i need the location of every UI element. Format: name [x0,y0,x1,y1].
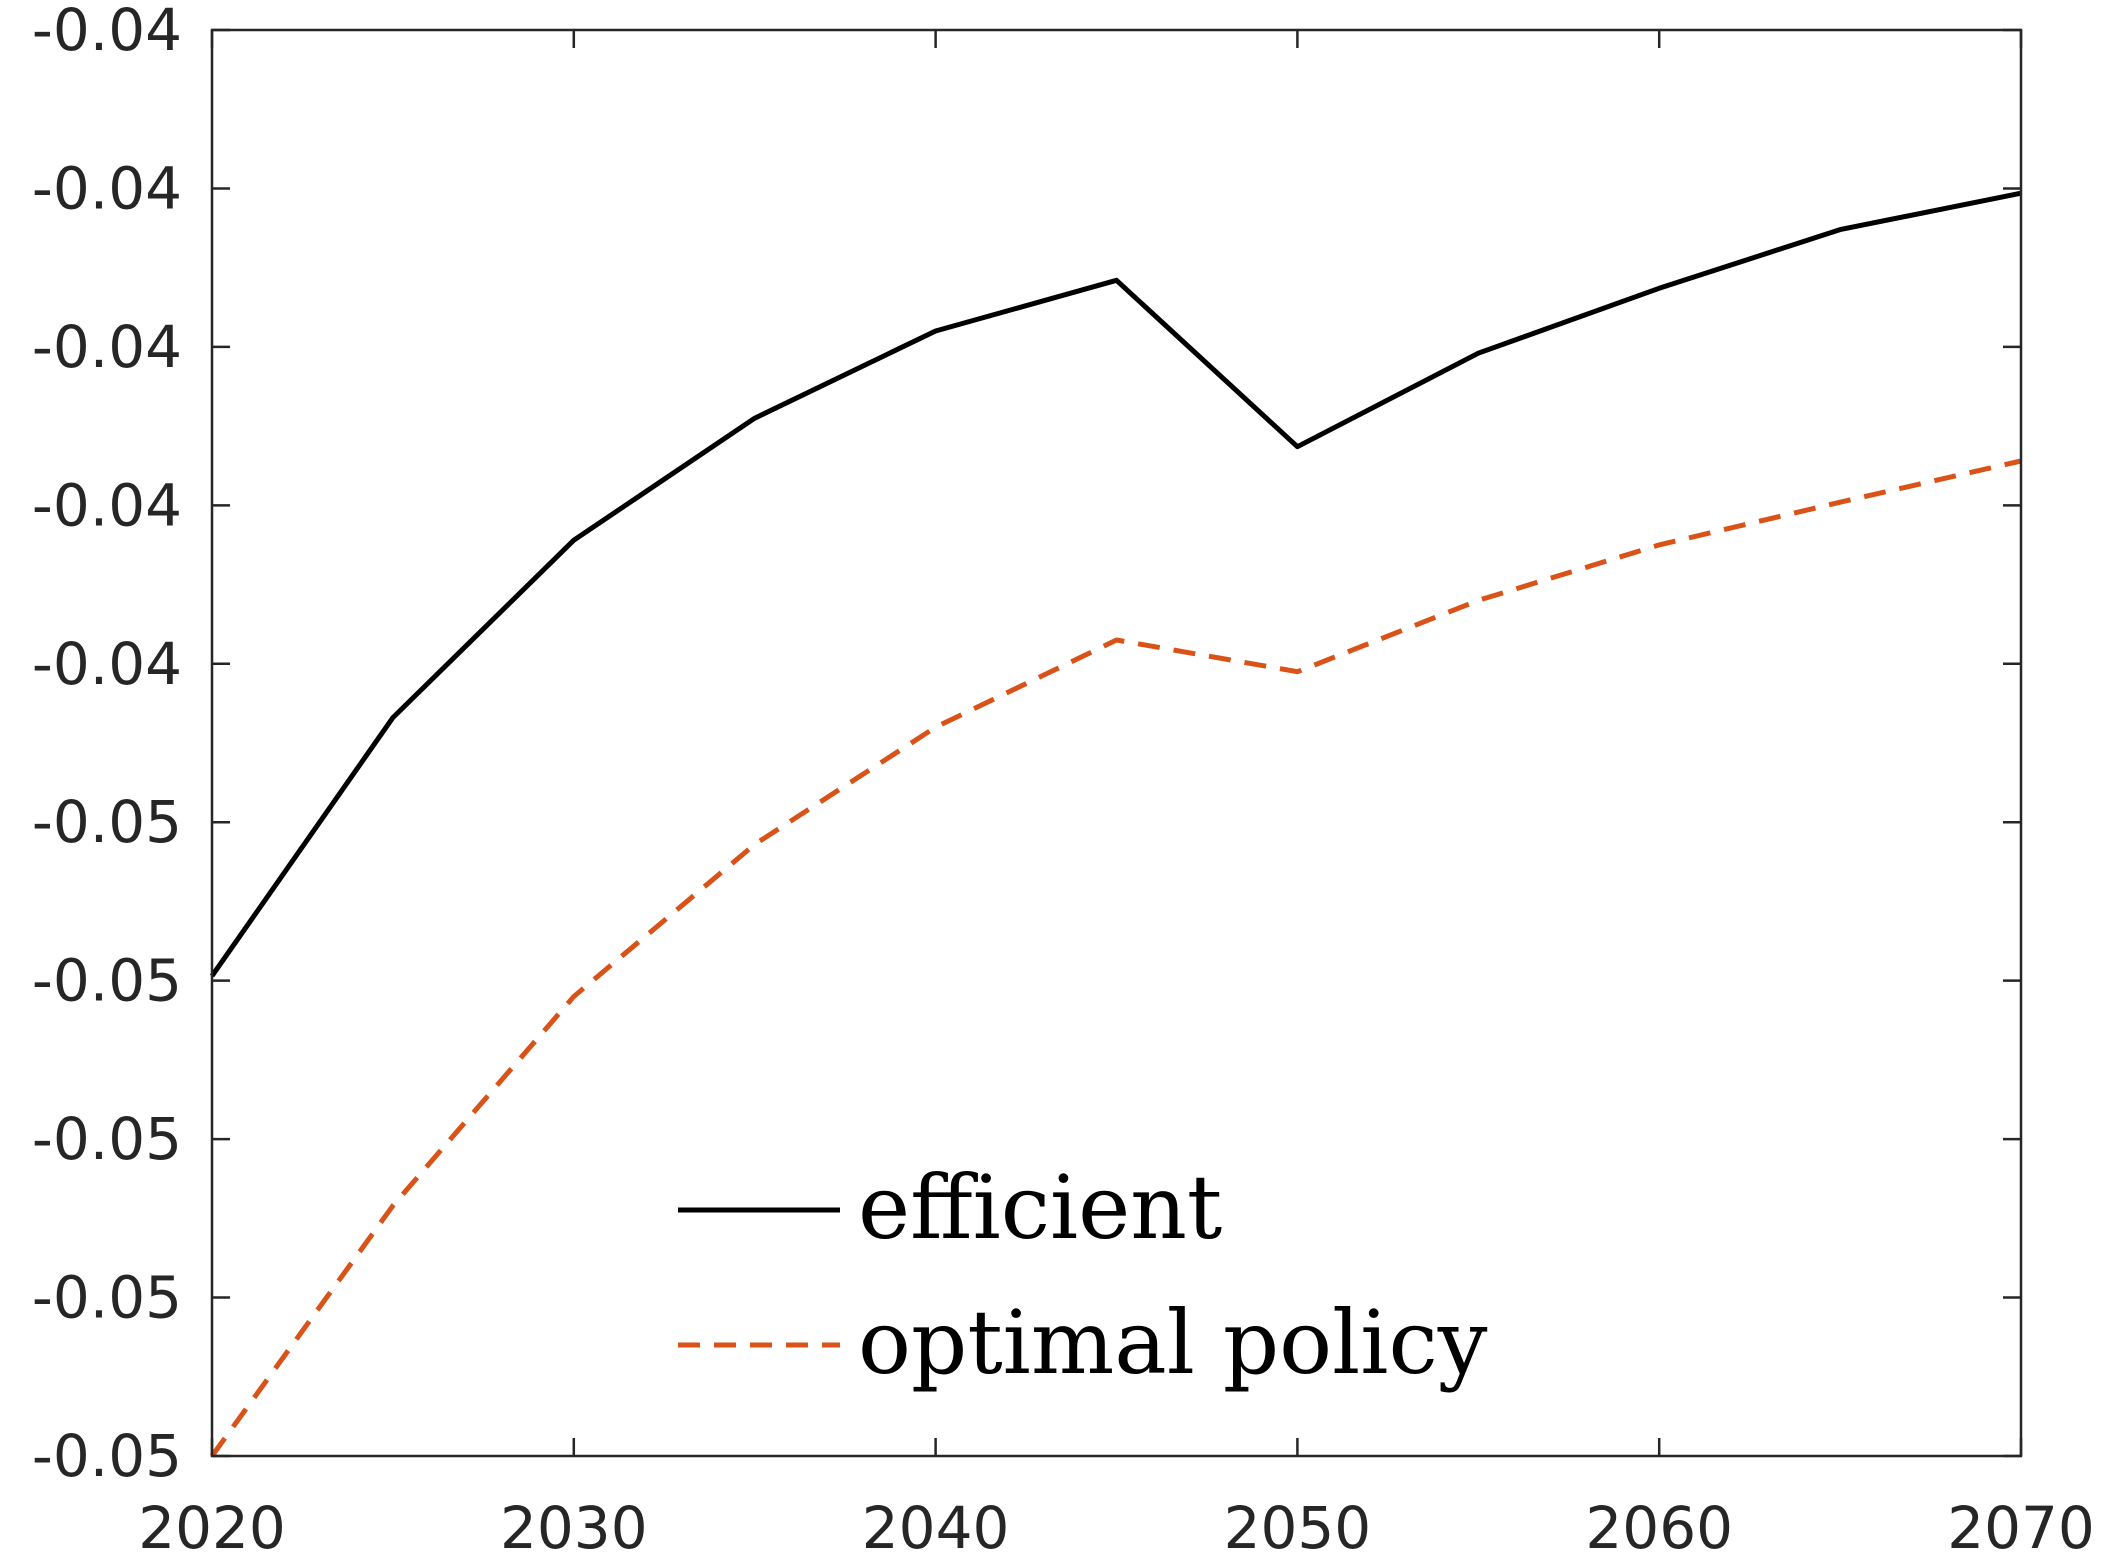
legend-label: efficient [858,1156,1222,1259]
x-tick-label: 2030 [500,1494,648,1554]
series-layer [209,190,2022,1458]
y-tick-label: -0.04 [32,313,182,381]
y-tick-labels: -0.05 -0.05 -0.05 -0.05 -0.05 -0.04 -0.04 -0.04… [32,0,182,1490]
x-tick-label: 2060 [1585,1494,1733,1554]
series-line-efficient [209,190,2022,978]
x-tick-label: 2070 [1947,1494,2095,1554]
y-tick-label: -0.05 [32,1422,182,1490]
y-tick-label: -0.04 [32,154,182,222]
x-tick-labels: 2020 2030 2040 2050 2060 2070 [138,1494,2095,1554]
plot-frame [210,28,2023,1458]
y-tick-label: -0.05 [32,1105,182,1173]
x-tick-label: 2050 [1224,1494,1372,1554]
y-tick-label: -0.05 [32,788,182,856]
y-tick-label: -0.05 [32,947,182,1015]
y-tick-label: -0.05 [32,1264,182,1332]
x-tick-label: 2020 [138,1494,286,1554]
series-line-optimal-policy [209,458,2022,1458]
y-tick-label: -0.04 [32,471,182,539]
legend-label: optimal policy [858,1291,1488,1394]
y-tick-label: -0.04 [32,630,182,698]
legend: efficient optimal policy [678,1156,1488,1394]
x-tick-label: 2040 [862,1494,1010,1554]
y-tick-label: -0.04 [32,0,182,64]
